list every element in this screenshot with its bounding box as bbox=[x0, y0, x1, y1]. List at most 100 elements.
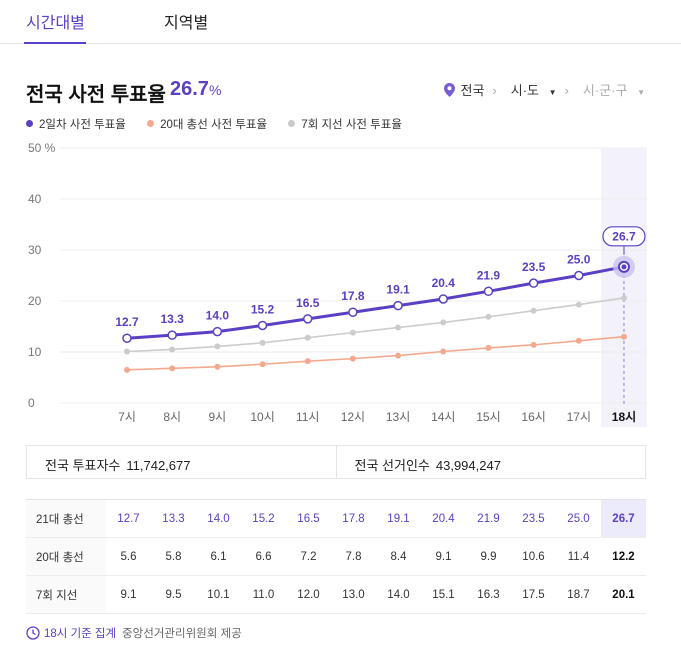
legend-label: 2일차 사전 투표율 bbox=[39, 119, 126, 131]
table-row: 20대 총선 5.6 5.8 6.1 6.6 7.2 7.8 8.4 9.1 9.9 10.6 11.… bbox=[26, 537, 646, 576]
y-tick-label: 40 bbox=[28, 192, 42, 206]
total-voters: 전국 투표자수 11,742,677 bbox=[27, 446, 336, 478]
table-cell: 13.3 bbox=[151, 499, 196, 538]
data-point bbox=[485, 313, 492, 320]
caret-down-icon: ▼ bbox=[548, 88, 557, 97]
region-district-label: 시·군·구 bbox=[582, 83, 628, 98]
chevron-right-icon: › bbox=[564, 83, 569, 98]
legend-dot-icon bbox=[26, 120, 33, 127]
tab-time[interactable]: 시간대별 bbox=[26, 15, 85, 32]
footnote-source: 중앙선거관리위원회 제공 bbox=[122, 628, 242, 640]
y-tick-label: 0 bbox=[28, 396, 35, 410]
table-cell: 6.1 bbox=[196, 537, 241, 576]
data-point bbox=[620, 333, 627, 340]
table-cell: 14.0 bbox=[376, 575, 421, 614]
data-point bbox=[167, 330, 177, 340]
data-point bbox=[438, 294, 449, 304]
data-point bbox=[169, 346, 176, 353]
table-cell: 10.1 bbox=[196, 575, 241, 614]
table-cell: 6.6 bbox=[241, 537, 286, 576]
caret-down-icon: ▼ bbox=[637, 88, 645, 97]
x-tick-label: 12시 bbox=[341, 410, 365, 424]
table-cell: 13.0 bbox=[331, 575, 376, 614]
table-cell: 9.1 bbox=[421, 537, 466, 576]
data-point bbox=[214, 363, 221, 370]
data-point bbox=[349, 329, 356, 336]
data-point bbox=[528, 278, 539, 288]
legend-item: 2일차 사전 투표율 bbox=[26, 116, 126, 132]
table-row: 21대 총선 12.7 13.3 14.0 15.2 16.5 17.8 19.1 20.4 21… bbox=[26, 499, 646, 538]
table-cell: 12.2 bbox=[601, 537, 646, 576]
total-electorate-value: 43,994,247 bbox=[435, 458, 501, 473]
data-point bbox=[575, 301, 582, 308]
data-point bbox=[259, 339, 266, 346]
table-cell: 20.4 bbox=[421, 499, 466, 538]
totals-bar: 전국 투표자수 11,742,677 전국 선거인수 43,994,247 bbox=[26, 445, 646, 479]
chart-legend: 2일차 사전 투표율 20대 총선 사전 투표율 7회 지선 사전 투표율 bbox=[26, 116, 420, 132]
y-tick-label: 20 bbox=[28, 294, 42, 308]
table-cell: 5.8 bbox=[151, 537, 196, 576]
active-tab-indicator bbox=[24, 42, 86, 44]
table-cell: 16.5 bbox=[286, 499, 331, 538]
x-tick-label: 9시 bbox=[209, 410, 227, 424]
series-line bbox=[126, 297, 625, 353]
total-electorate-label: 전국 선거인수 bbox=[354, 458, 430, 473]
x-tick-label: 10시 bbox=[250, 410, 274, 424]
legend-item: 20대 총선 사전 투표율 bbox=[147, 116, 267, 132]
series-line bbox=[126, 335, 625, 371]
data-point bbox=[304, 358, 311, 365]
turnout-rate-value: 26.7 bbox=[170, 78, 209, 100]
data-point bbox=[302, 314, 313, 324]
x-tick-label: 13시 bbox=[386, 410, 410, 424]
data-label: 14.0 bbox=[206, 309, 230, 323]
clock-icon bbox=[26, 626, 40, 643]
table-cell: 17.5 bbox=[511, 575, 556, 614]
x-tick-label: 14시 bbox=[431, 410, 455, 424]
data-point bbox=[214, 343, 221, 350]
x-tick-label: 18시 bbox=[612, 410, 636, 424]
data-label: 25.0 bbox=[567, 253, 591, 267]
data-point bbox=[259, 361, 266, 368]
footnote-time: 18시 기준 집계 bbox=[44, 628, 117, 640]
region-district-select[interactable]: 시·군·구 ▼ bbox=[577, 83, 645, 98]
region-country[interactable]: 전국 bbox=[460, 83, 485, 98]
x-tick-label: 16시 bbox=[521, 410, 545, 424]
data-label: 20.4 bbox=[432, 276, 456, 290]
turnout-rate-unit: % bbox=[208, 82, 222, 98]
data-point bbox=[124, 366, 130, 373]
total-voters-value: 11,742,677 bbox=[126, 458, 191, 473]
table-cell: 23.5 bbox=[511, 499, 556, 538]
tab-region[interactable]: 지역별 bbox=[164, 15, 209, 32]
legend-label: 7회 지선 사전 투표율 bbox=[301, 119, 402, 131]
data-point bbox=[169, 365, 176, 372]
table-cell: 8.4 bbox=[376, 537, 421, 576]
x-tick-label: 7시 bbox=[118, 410, 136, 424]
location-pin-icon bbox=[443, 83, 455, 100]
table-cell: 11.4 bbox=[556, 537, 601, 576]
table-cell: 25.0 bbox=[556, 499, 601, 538]
turnout-table: 21대 총선 12.7 13.3 14.0 15.2 16.5 17.8 19.1 20.4 21… bbox=[26, 499, 646, 614]
table-cell: 20.1 bbox=[601, 575, 646, 614]
legend-dot-icon bbox=[147, 120, 155, 127]
data-label: 17.8 bbox=[341, 289, 365, 303]
table-cell: 5.6 bbox=[106, 537, 151, 576]
x-tick-label: 15시 bbox=[476, 410, 500, 424]
total-voters-label: 전국 투표자수 bbox=[45, 458, 121, 473]
chevron-right-icon: › bbox=[492, 83, 497, 98]
table-cell: 15.2 bbox=[241, 499, 286, 538]
tab-bar: 시간대별 지역별 bbox=[0, 0, 681, 44]
data-label: 23.5 bbox=[522, 260, 546, 274]
turnout-rate: 26.7% bbox=[170, 78, 221, 101]
page-title: 전국 사전 투표율 bbox=[26, 84, 166, 106]
table-cell: 12.0 bbox=[286, 575, 331, 614]
data-point bbox=[304, 334, 311, 341]
data-label: 13.3 bbox=[161, 312, 185, 326]
table-cell: 7.8 bbox=[331, 537, 376, 576]
x-tick-label: 8시 bbox=[163, 410, 181, 424]
region-breadcrumb: 전국 › 시·도 ▼ › 시·군·구 ▼ bbox=[438, 80, 645, 100]
table-cell: 21.9 bbox=[466, 499, 511, 538]
region-province-label: 시·도 bbox=[510, 83, 540, 98]
region-province-select[interactable]: 시·도 ▼ bbox=[505, 83, 557, 98]
table-cell: 15.1 bbox=[421, 575, 466, 614]
x-tick-label: 11시 bbox=[296, 410, 320, 424]
